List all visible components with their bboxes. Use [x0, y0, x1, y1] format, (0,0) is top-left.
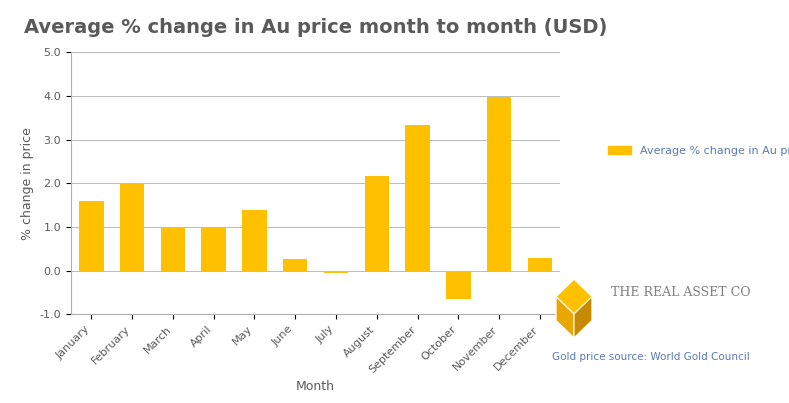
Y-axis label: % change in price: % change in price — [21, 127, 34, 240]
Bar — [242, 210, 267, 271]
Polygon shape — [574, 297, 592, 338]
Text: Average % change in Au price month to month (USD): Average % change in Au price month to mo… — [24, 18, 608, 37]
Text: THE REAL ASSET CO: THE REAL ASSET CO — [611, 286, 751, 299]
X-axis label: Month: Month — [296, 380, 335, 393]
Bar — [487, 97, 511, 271]
Text: Gold price source: World Gold Council: Gold price source: World Gold Council — [552, 352, 750, 361]
Bar — [528, 258, 552, 271]
Bar — [79, 201, 103, 271]
Legend: Average % change in Au price (USD): Average % change in Au price (USD) — [604, 142, 789, 161]
Bar — [446, 271, 470, 299]
Polygon shape — [556, 279, 592, 314]
Bar — [161, 227, 185, 271]
Bar — [323, 271, 348, 273]
Bar — [406, 125, 430, 271]
Bar — [365, 176, 389, 271]
Bar — [120, 183, 144, 271]
Polygon shape — [556, 297, 574, 338]
Bar — [201, 229, 226, 271]
Bar — [283, 259, 308, 271]
